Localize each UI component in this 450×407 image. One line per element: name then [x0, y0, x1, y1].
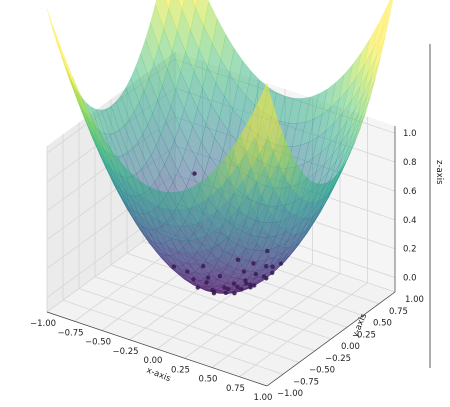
scatter-point [223, 290, 228, 295]
grid-line-y [62, 299, 284, 375]
scatter-point [264, 276, 269, 281]
scatter-point [206, 275, 211, 280]
scatter-points [171, 171, 284, 296]
scatter-point [231, 281, 237, 286]
scatter-point [226, 286, 231, 292]
x-axis-label: x-axis [145, 366, 173, 385]
x-tick-label: 1.00 [254, 393, 273, 403]
surface-facet [72, 76, 86, 114]
scatter-point [235, 284, 240, 289]
y-tick-label: 0.00 [341, 342, 360, 352]
scatter-point [252, 283, 257, 288]
x-tick-label: −0.25 [112, 347, 138, 357]
paraboloid-surface [46, 0, 393, 294]
scatter-point [244, 281, 249, 286]
scatter-point [210, 287, 215, 293]
z-tick-label: 0.8 [403, 158, 417, 168]
z-tick-label: 0.4 [403, 216, 417, 226]
y-tick-label: −1.00 [277, 389, 303, 399]
x-tick-label: 0.25 [171, 365, 190, 375]
x-tick-label: −0.50 [85, 338, 111, 348]
scatter-point [253, 271, 258, 277]
y-tick-label: −0.75 [293, 377, 319, 387]
axes-edges [46, 126, 396, 387]
x-tick-label: 0.50 [199, 375, 218, 385]
x-tick-label: −0.75 [57, 328, 83, 338]
scatter-point [204, 280, 209, 285]
surface-facet [46, 8, 61, 51]
scatter-point [201, 263, 206, 269]
z-axis-label: z-axis [434, 160, 444, 185]
y-tick-label: −0.25 [325, 354, 351, 364]
grid-line-y [110, 264, 332, 340]
scatter-point [278, 261, 284, 266]
x-tick-label: 0.75 [226, 384, 245, 394]
x-tick-label: 0.00 [144, 356, 163, 366]
surface-facet [68, 73, 83, 111]
surface-facet [63, 55, 78, 95]
axes-ticks: −1.00−0.75−0.50−0.250.000.250.500.751.00… [30, 129, 424, 403]
scatter-point [270, 270, 275, 275]
grid-line-y [78, 288, 300, 363]
surface-facet [55, 33, 69, 74]
z-tick-label: 1.0 [403, 129, 417, 139]
scatter-point [239, 287, 244, 292]
z-tick-label: 0.0 [403, 274, 417, 284]
scatter-point [270, 264, 275, 269]
z-tick-label: 0.6 [403, 187, 417, 197]
scatter-point [235, 257, 241, 262]
scatter-point [232, 291, 237, 296]
y-tick-label: 0.75 [389, 307, 408, 317]
x-axis-line [46, 311, 268, 387]
y-tick-label: 0.25 [357, 330, 376, 340]
y-tick-label: 0.50 [373, 319, 392, 329]
scatter-point [192, 171, 197, 176]
y-tick-label: −0.50 [309, 366, 335, 376]
x-tick-label: −1.00 [30, 319, 56, 329]
scatter-point [222, 285, 227, 290]
grid-line-y [94, 276, 316, 352]
scatter-point [265, 248, 270, 254]
y-axis-line [266, 291, 396, 387]
scatter-point [191, 277, 196, 282]
scatter-point [248, 285, 253, 290]
scatter-point [171, 264, 177, 269]
scatter-point [217, 273, 223, 279]
z-tick-label: 0.2 [403, 245, 417, 255]
y-tick-label: 1.00 [405, 295, 424, 305]
surface-facet [258, 82, 273, 120]
scatter-point [185, 269, 190, 274]
scatter-point [195, 285, 200, 290]
scatter-point [251, 261, 256, 266]
scatter-point [241, 269, 247, 274]
scatter-point [264, 264, 269, 269]
